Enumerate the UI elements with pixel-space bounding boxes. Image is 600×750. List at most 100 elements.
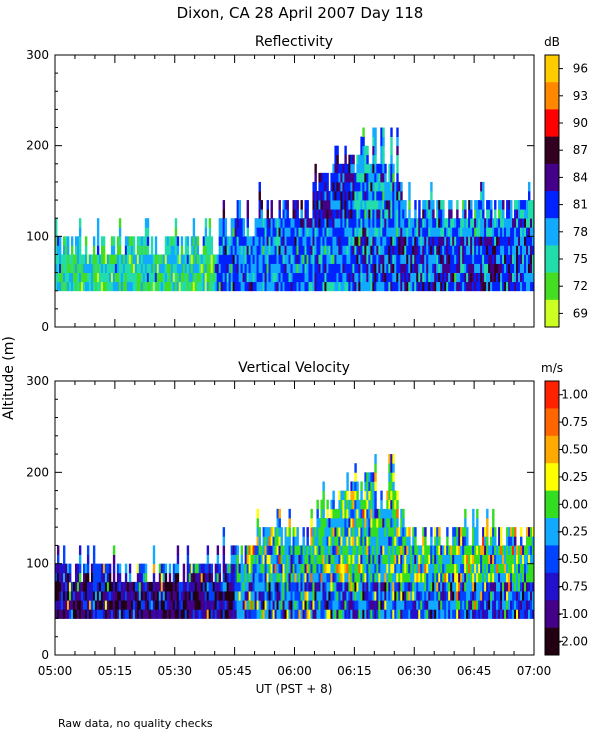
heatmap-cell bbox=[418, 554, 421, 565]
heatmap-cell bbox=[248, 254, 251, 264]
heatmap-cell bbox=[322, 600, 325, 610]
heatmap-cell bbox=[452, 572, 455, 583]
heatmap-cell bbox=[124, 591, 128, 601]
heatmap-cell bbox=[366, 145, 369, 156]
heatmap-cell bbox=[486, 518, 489, 528]
heatmap-cell bbox=[510, 227, 513, 237]
heatmap-cell bbox=[388, 191, 391, 201]
heatmap-cell bbox=[496, 545, 499, 555]
heatmap-cell bbox=[436, 527, 439, 537]
heatmap-cell bbox=[90, 272, 94, 283]
heatmap-cell bbox=[366, 191, 369, 201]
heatmap-cell bbox=[400, 236, 403, 246]
heatmap-cell bbox=[316, 536, 319, 546]
heatmap-cell bbox=[396, 499, 399, 510]
heatmap-cell bbox=[232, 563, 236, 574]
heatmap-cell bbox=[76, 581, 80, 592]
heatmap-cell bbox=[436, 281, 439, 292]
heatmap-cell bbox=[454, 227, 457, 237]
heatmap-cell bbox=[98, 272, 102, 283]
heatmap-cell bbox=[512, 254, 515, 264]
heatmap-cell bbox=[458, 563, 461, 574]
heatmap-cell bbox=[352, 490, 355, 501]
heatmap-cell bbox=[170, 263, 174, 273]
heatmap-cell bbox=[492, 236, 495, 246]
heatmap-cell bbox=[292, 209, 295, 219]
heatmap-cell bbox=[270, 281, 273, 292]
heatmap-cell bbox=[270, 236, 273, 246]
heatmap-cell bbox=[312, 227, 315, 237]
heatmap-cell bbox=[354, 254, 357, 264]
heatmap-cell bbox=[386, 218, 389, 228]
heatmap-cell bbox=[374, 181, 377, 192]
heatmap-cell bbox=[380, 236, 383, 246]
heatmap-cell bbox=[302, 227, 305, 237]
heatmap-cell bbox=[398, 254, 401, 264]
heatmap-cell bbox=[424, 572, 427, 583]
heatmap-cell bbox=[248, 263, 251, 273]
heatmap-cell bbox=[400, 218, 403, 228]
heatmap-cell bbox=[480, 545, 483, 555]
heatmap-cell bbox=[532, 600, 534, 610]
heatmap-cell bbox=[266, 245, 269, 255]
heatmap-cell bbox=[102, 563, 106, 574]
heatmap-cell bbox=[212, 254, 216, 264]
heatmap-cell bbox=[496, 227, 499, 237]
heatmap-cell bbox=[134, 281, 138, 292]
y-axis-label: Altitude (m) bbox=[1, 336, 17, 420]
heatmap-cell bbox=[502, 545, 505, 555]
heatmap-cell bbox=[426, 200, 429, 210]
heatmap-cell bbox=[206, 609, 210, 619]
heatmap-cell bbox=[164, 609, 168, 619]
heatmap-cell bbox=[300, 554, 303, 565]
heatmap-cell bbox=[256, 609, 259, 619]
heatmap-cell bbox=[408, 236, 411, 246]
heatmap-cell bbox=[500, 545, 503, 555]
heatmap-cell bbox=[318, 572, 321, 583]
heatmap-cell bbox=[342, 236, 345, 246]
heatmap-cell bbox=[86, 563, 90, 574]
heatmap-cell bbox=[256, 272, 259, 283]
heatmap-cell bbox=[516, 600, 519, 610]
heatmap-cell bbox=[440, 209, 443, 219]
heatmap-cell bbox=[388, 254, 391, 264]
heatmap-cell bbox=[214, 263, 218, 273]
heatmap-cell bbox=[118, 600, 122, 610]
heatmap-cell bbox=[448, 609, 451, 619]
heatmap-cell bbox=[456, 200, 459, 210]
heatmap-cell bbox=[55, 218, 58, 228]
heatmap-cell bbox=[126, 281, 130, 292]
colorbar-swatch bbox=[545, 136, 559, 165]
heatmap-cell bbox=[476, 209, 479, 219]
heatmap-cell bbox=[330, 527, 333, 537]
heatmap-cell bbox=[364, 254, 367, 264]
heatmap-cell bbox=[92, 609, 96, 619]
heatmap-cell bbox=[452, 263, 455, 273]
heatmap-cell bbox=[366, 508, 369, 519]
heatmap-cell bbox=[374, 263, 377, 273]
heatmap-cell bbox=[424, 563, 427, 574]
heatmap-cell bbox=[55, 272, 58, 283]
heatmap-cell bbox=[464, 563, 467, 574]
heatmap-cell bbox=[530, 572, 533, 583]
heatmap-cell bbox=[156, 272, 160, 283]
heatmap-cell bbox=[460, 609, 463, 619]
heatmap-cell bbox=[360, 609, 363, 619]
heatmap-cell bbox=[466, 563, 469, 574]
heatmap-cell bbox=[362, 508, 365, 519]
heatmap-cell bbox=[482, 191, 485, 201]
heatmap-cell bbox=[434, 527, 437, 537]
heatmap-cell bbox=[448, 209, 451, 219]
heatmap-cell bbox=[276, 591, 279, 601]
heatmap-cell bbox=[240, 563, 244, 574]
heatmap-cell bbox=[304, 245, 307, 255]
heatmap-cell bbox=[380, 545, 383, 555]
heatmap-cell bbox=[328, 254, 331, 264]
heatmap-cell bbox=[302, 236, 305, 246]
heatmap-cell bbox=[444, 263, 447, 273]
heatmap-cell bbox=[372, 490, 375, 501]
heatmap-cell bbox=[276, 536, 279, 546]
heatmap-cell bbox=[128, 281, 132, 292]
heatmap-cell bbox=[334, 245, 337, 255]
